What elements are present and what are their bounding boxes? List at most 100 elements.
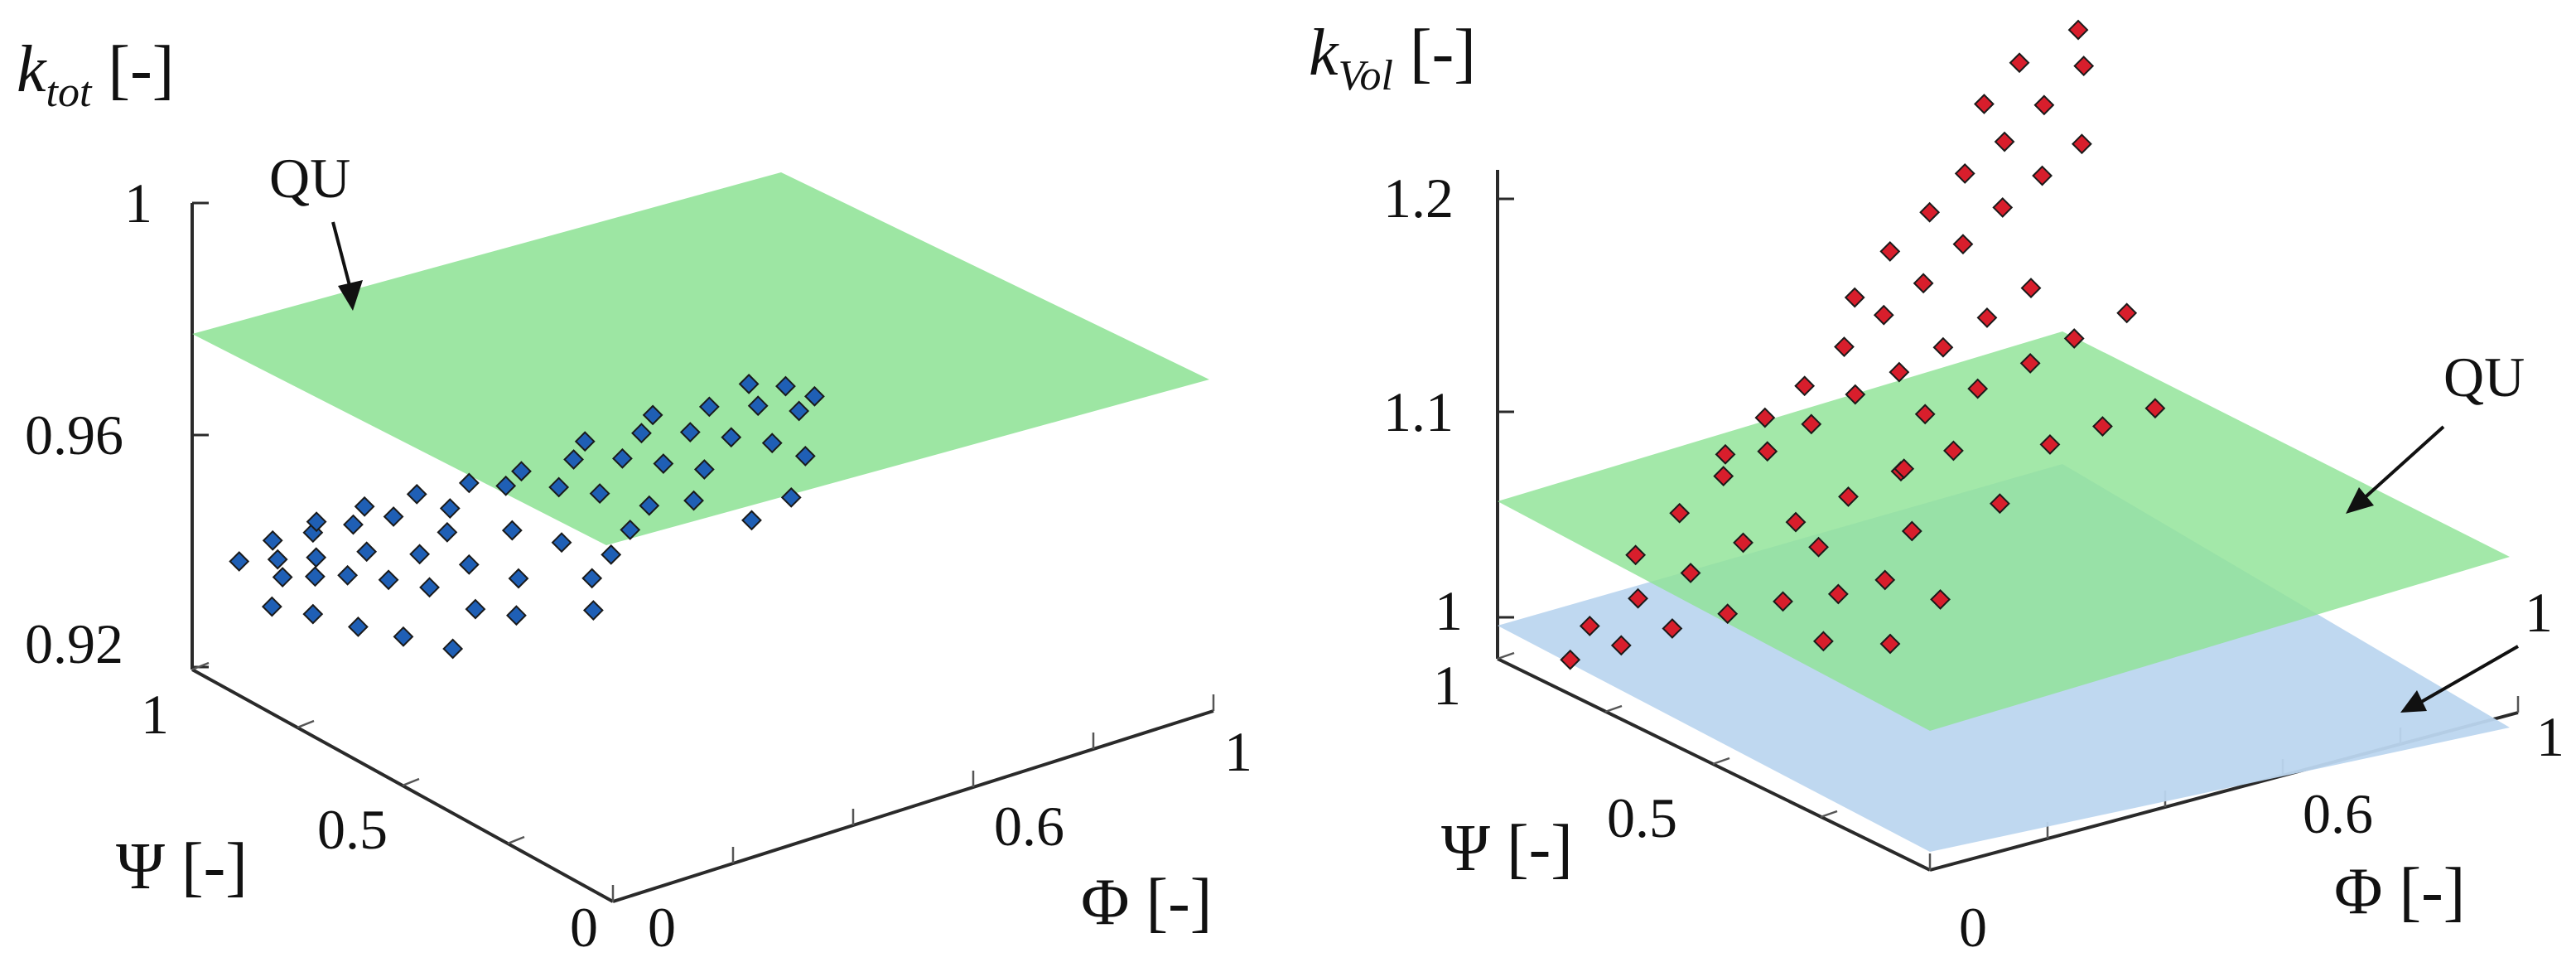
left-data-point xyxy=(698,396,720,418)
left-data-point xyxy=(343,514,364,535)
right-data-point xyxy=(1827,583,1849,605)
left-data-point xyxy=(393,626,414,647)
left-data-point xyxy=(383,506,404,527)
left-qu-arrow xyxy=(331,221,353,293)
right-data-point xyxy=(2020,278,2042,299)
left-data-point xyxy=(458,554,480,575)
right-data-point xyxy=(1754,407,1776,428)
right-data-point xyxy=(2116,302,2138,324)
left-axis-minor-ticks xyxy=(191,661,1215,902)
right-data-point xyxy=(1845,384,1866,405)
right-data-point xyxy=(1919,201,1941,223)
right-reference-arrowhead xyxy=(2400,690,2427,713)
right-z-title-sub: Vol xyxy=(1339,52,1393,99)
right-data-point xyxy=(1801,413,1822,435)
right-data-point xyxy=(2019,352,2041,374)
right-z-tick-label: 1.1 xyxy=(1383,380,1454,443)
left-x-tick-label: 1 xyxy=(1224,720,1252,783)
right-data-point xyxy=(1560,649,1581,670)
right-data-point xyxy=(1901,520,1922,542)
left-qu-label: QU xyxy=(269,147,350,210)
right-data-point xyxy=(1989,493,2010,515)
left-data-point xyxy=(458,472,480,494)
right-data-point xyxy=(1610,635,1632,656)
right-point-group xyxy=(1560,19,2166,670)
left-data-point xyxy=(639,495,660,516)
right-z-tick-label: 1 xyxy=(1435,579,1463,642)
right-x-tick-label: 1 xyxy=(2536,705,2564,768)
right-plane-qu xyxy=(1498,331,2510,731)
left-data-point xyxy=(747,395,769,417)
left-data-point xyxy=(261,596,282,617)
left-y-tick-label: 0.5 xyxy=(317,798,388,861)
left-data-point xyxy=(631,423,652,444)
right-z-axis-title: kVol [-] xyxy=(1309,17,1476,99)
right-data-point xyxy=(1785,511,1807,533)
left-z-tick-label: 1 xyxy=(124,172,152,234)
left-data-point xyxy=(347,616,369,637)
right-data-point xyxy=(1874,569,1896,591)
right-data-point xyxy=(1834,336,1855,357)
right-data-point xyxy=(2039,433,2061,455)
right-data-point xyxy=(1914,404,1936,425)
right-y-minor-tick xyxy=(1604,704,1623,713)
left-y-tick-label: 0 xyxy=(570,896,598,959)
left-z-axis-title: ktot [-] xyxy=(17,33,174,116)
left-data-point xyxy=(262,529,283,551)
left-data-point xyxy=(419,577,440,598)
right-data-point xyxy=(1976,307,1998,328)
right-data-point xyxy=(1932,336,1954,358)
left-data-point xyxy=(789,400,810,422)
right-data-point xyxy=(2071,133,2092,155)
right-data-point xyxy=(1757,441,1778,462)
panel-right: kVol [-] 1.2 1.1 1 0 0.6 1 1 0.5 Ψ [-] Φ… xyxy=(1309,17,2564,959)
right-data-point xyxy=(1713,466,1734,487)
left-data-point xyxy=(506,605,527,626)
left-x-axis-title: Φ [-] xyxy=(1081,866,1212,939)
right-data-point xyxy=(1879,240,1901,262)
right-data-point xyxy=(1628,587,1648,609)
left-z-title-sub: tot xyxy=(46,69,93,116)
left-data-point xyxy=(574,431,596,452)
left-data-point xyxy=(761,433,783,454)
right-data-point xyxy=(1992,196,2014,218)
right-data-point xyxy=(1669,502,1691,524)
right-data-point xyxy=(1733,532,1754,554)
left-qu-arrowhead xyxy=(338,280,363,311)
left-data-point xyxy=(378,569,399,591)
left-y-tick-label: 1 xyxy=(141,683,169,746)
left-data-point xyxy=(693,459,715,480)
left-data-point xyxy=(511,461,532,482)
right-qu-label: QU xyxy=(2443,346,2525,409)
right-x-tick-label: 0 xyxy=(1959,896,1987,959)
left-y-minor-tick xyxy=(507,835,525,845)
left-data-point xyxy=(354,496,375,517)
left-x-axis xyxy=(612,709,1214,903)
left-data-point xyxy=(272,567,293,587)
right-data-point xyxy=(1794,375,1816,397)
left-data-point xyxy=(306,511,327,533)
right-data-point xyxy=(1662,618,1683,639)
right-data-point xyxy=(1893,458,1915,480)
left-data-point xyxy=(306,547,327,568)
left-z-title-main: k xyxy=(17,33,47,106)
right-data-point xyxy=(1954,162,1975,184)
left-data-point xyxy=(642,404,663,426)
left-data-point xyxy=(581,568,603,589)
left-x-tick-label: 0.6 xyxy=(994,795,1064,858)
right-y-axis-title: Ψ [-] xyxy=(1441,812,1573,885)
left-data-point xyxy=(439,498,461,519)
left-y-axis-title: Ψ [-] xyxy=(116,830,248,903)
right-qu-arrow xyxy=(2359,425,2445,503)
right-z-title-unit: [-] xyxy=(1393,17,1476,89)
left-data-point xyxy=(780,486,802,508)
left-data-point xyxy=(267,549,288,570)
left-x-tick-label: 0 xyxy=(648,896,676,959)
left-data-point xyxy=(582,600,604,621)
left-data-point xyxy=(721,427,742,448)
left-data-point xyxy=(563,449,584,470)
right-x-axis-title: Φ [-] xyxy=(2334,855,2465,928)
right-data-point xyxy=(1808,536,1829,558)
right-data-point xyxy=(1994,131,2015,152)
